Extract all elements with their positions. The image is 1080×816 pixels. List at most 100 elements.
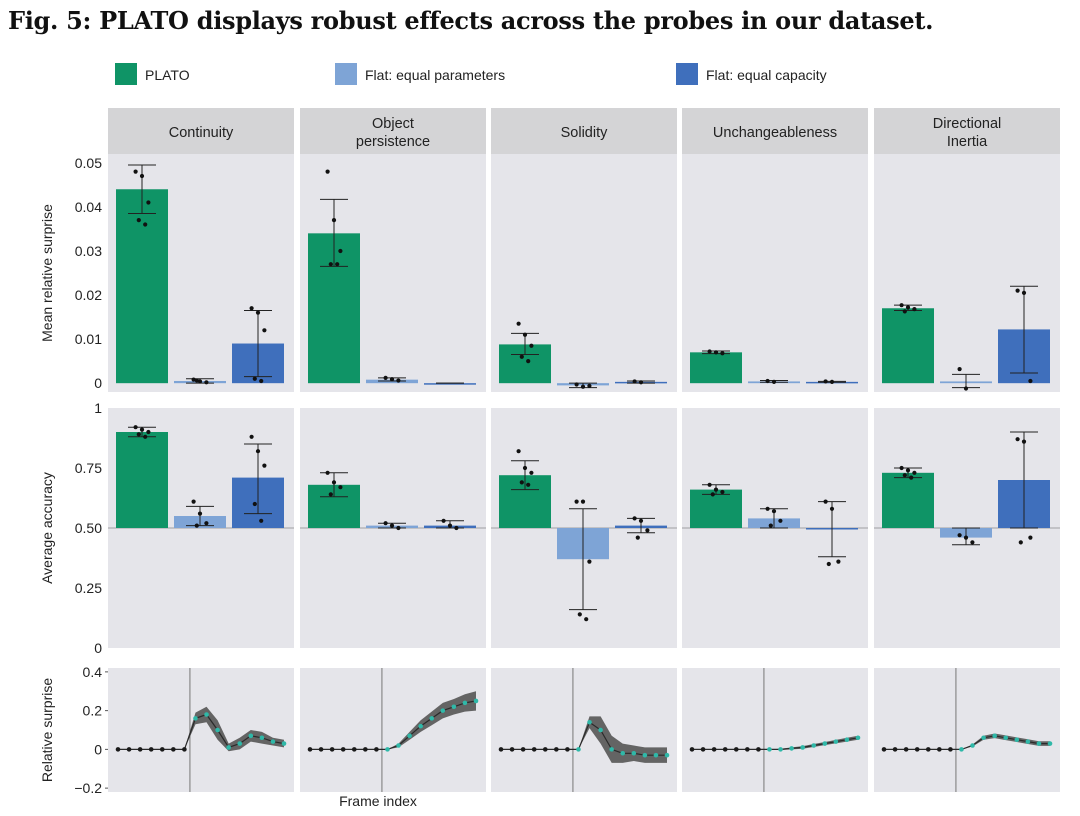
surprise-point-0-0-2: [146, 200, 151, 205]
surprise-tick-label-1: 0.01: [75, 331, 102, 347]
accuracy-point-4-0-4: [909, 475, 914, 480]
surprise-tick-label-2: 0.02: [75, 287, 102, 303]
timeseries-point-0-5: [171, 747, 176, 752]
timeseries-point-0-6: [182, 747, 187, 752]
surprise-point-3-1-0: [765, 378, 770, 384]
timeseries-point-1-7: [385, 747, 390, 752]
accuracy-point-2-1-1: [580, 499, 586, 504]
accuracy-point-1-2-1: [447, 523, 453, 528]
surprise-point-0-1-3: [194, 378, 199, 383]
accuracy-point-1-0-0: [325, 470, 330, 475]
timeseries-point-0-14: [270, 739, 276, 744]
surprise-point-3-2-0: [823, 379, 828, 384]
accuracy-point-0-0-1: [139, 427, 145, 432]
surprise-point-4-1-0: [957, 366, 962, 372]
accuracy-point-2-0-1: [522, 465, 528, 471]
timeseries-point-2-14: [653, 752, 659, 758]
timeseries-point-0-12: [248, 733, 254, 739]
accuracy-point-0-2-3: [252, 501, 257, 507]
timeseries-point-3-1: [700, 747, 706, 752]
timeseries-point-4-5: [937, 747, 942, 752]
surprise-point-0-1-1: [197, 379, 203, 384]
surprise-bar-4-0: [882, 308, 934, 384]
surprise-point-2-2-0: [632, 379, 637, 384]
surprise-tick-label-3: 0.03: [75, 243, 102, 259]
accuracy-point-0-0-3: [136, 432, 141, 437]
probe-label-4-0: Directional: [933, 116, 1002, 132]
timeseries-point-4-15: [1047, 741, 1053, 746]
accuracy-point-0-2-2: [262, 463, 267, 468]
surprise-point-2-0-2: [529, 343, 534, 348]
timeseries-point-4-3: [914, 747, 920, 752]
timeseries-mean-line-0: [118, 713, 285, 750]
accuracy-point-0-1-1: [197, 511, 203, 516]
surprise-tick-label-5: 0.05: [75, 155, 102, 171]
timeseries-panel-0: [108, 668, 294, 792]
timeseries-point-0-3: [148, 747, 154, 752]
accuracy-point-4-1-0: [957, 533, 962, 538]
surprise-point-4-2-1: [1021, 290, 1027, 295]
timeseries-point-4-10: [992, 733, 997, 739]
timeseries-point-0-2: [137, 747, 143, 752]
accuracy-point-4-0-3: [902, 473, 907, 478]
surprise-point-2-1-0: [574, 382, 579, 387]
accuracy-bar-0-0: [116, 432, 168, 528]
accuracy-point-3-1-1: [771, 509, 777, 514]
surprise-point-1-1-0: [383, 375, 388, 380]
accuracy-point-3-2-2: [836, 559, 841, 564]
surprise-point-3-0-1: [713, 350, 719, 355]
accuracy-point-2-0-4: [526, 482, 531, 487]
timeseries-point-0-4: [159, 747, 165, 752]
accuracy-point-0-0-4: [143, 434, 148, 439]
accuracy-point-0-2-1: [255, 449, 261, 454]
legend-swatch-0: [115, 63, 137, 85]
timeseries-point-4-0: [881, 747, 887, 752]
accuracy-point-3-0-2: [720, 489, 725, 495]
accuracy-point-3-2-0: [823, 499, 828, 504]
probe-strip-1: [300, 108, 486, 154]
probe-strip-3: [682, 108, 868, 154]
timeseries-point-0-1: [126, 747, 132, 752]
figure-title: Fig. 5: PLATO displays robust effects ac…: [8, 6, 934, 35]
accuracy-tick-label-3: 0.75: [75, 460, 102, 476]
accuracy-point-4-0-0: [899, 465, 904, 471]
accuracy-point-3-2-1: [829, 506, 835, 511]
timeseries-point-1-2: [329, 747, 335, 752]
timeseries-point-2-9: [598, 727, 603, 733]
timeseries-point-4-11: [1003, 735, 1009, 741]
timeseries-point-2-12: [631, 750, 637, 756]
surprise-point-3-1-1: [771, 379, 777, 384]
timeseries-point-2-1: [509, 747, 515, 752]
accuracy-point-1-2-2: [454, 525, 459, 531]
timeseries-point-3-6: [756, 747, 761, 752]
timeseries-point-3-9: [789, 746, 794, 751]
accuracy-point-1-0-2: [338, 485, 343, 490]
timeseries-panel-4: [874, 668, 1060, 792]
accuracy-tick-label-4: 1: [94, 400, 102, 416]
probe-label-1-1: persistence: [356, 134, 430, 150]
timeseries-band-0: [118, 706, 284, 752]
accuracy-point-1-1-0: [383, 521, 388, 526]
surprise-point-2-0-4: [526, 359, 531, 364]
accuracy-point-4-2-0: [1015, 437, 1020, 442]
probe-strip-2: [491, 108, 677, 154]
timeseries-point-0-0: [115, 747, 121, 752]
surprise-point-0-0-3: [136, 218, 141, 223]
timeseries-point-3-13: [833, 739, 839, 744]
probe-label-4-1: Inertia: [947, 134, 988, 150]
accuracy-point-3-0-0: [707, 482, 712, 487]
timeseries-point-2-15: [664, 752, 670, 758]
surprise-point-3-2-1: [829, 379, 835, 384]
surprise-point-1-0-1: [331, 218, 337, 223]
accuracy-point-4-1-1: [963, 535, 969, 540]
accuracy-point-0-0-2: [146, 429, 151, 435]
accuracy-point-2-2-1: [638, 518, 644, 523]
surprise-point-1-0-2: [338, 248, 343, 254]
timeseries-point-1-15: [473, 698, 479, 704]
timeseries-point-0-8: [204, 712, 209, 717]
timeseries-point-4-4: [925, 747, 931, 752]
surprise-point-1-0-0: [325, 169, 330, 174]
probe-label-0-0: Continuity: [169, 125, 234, 141]
timeseries-point-4-8: [970, 743, 975, 748]
timeseries-point-2-2: [520, 747, 526, 752]
